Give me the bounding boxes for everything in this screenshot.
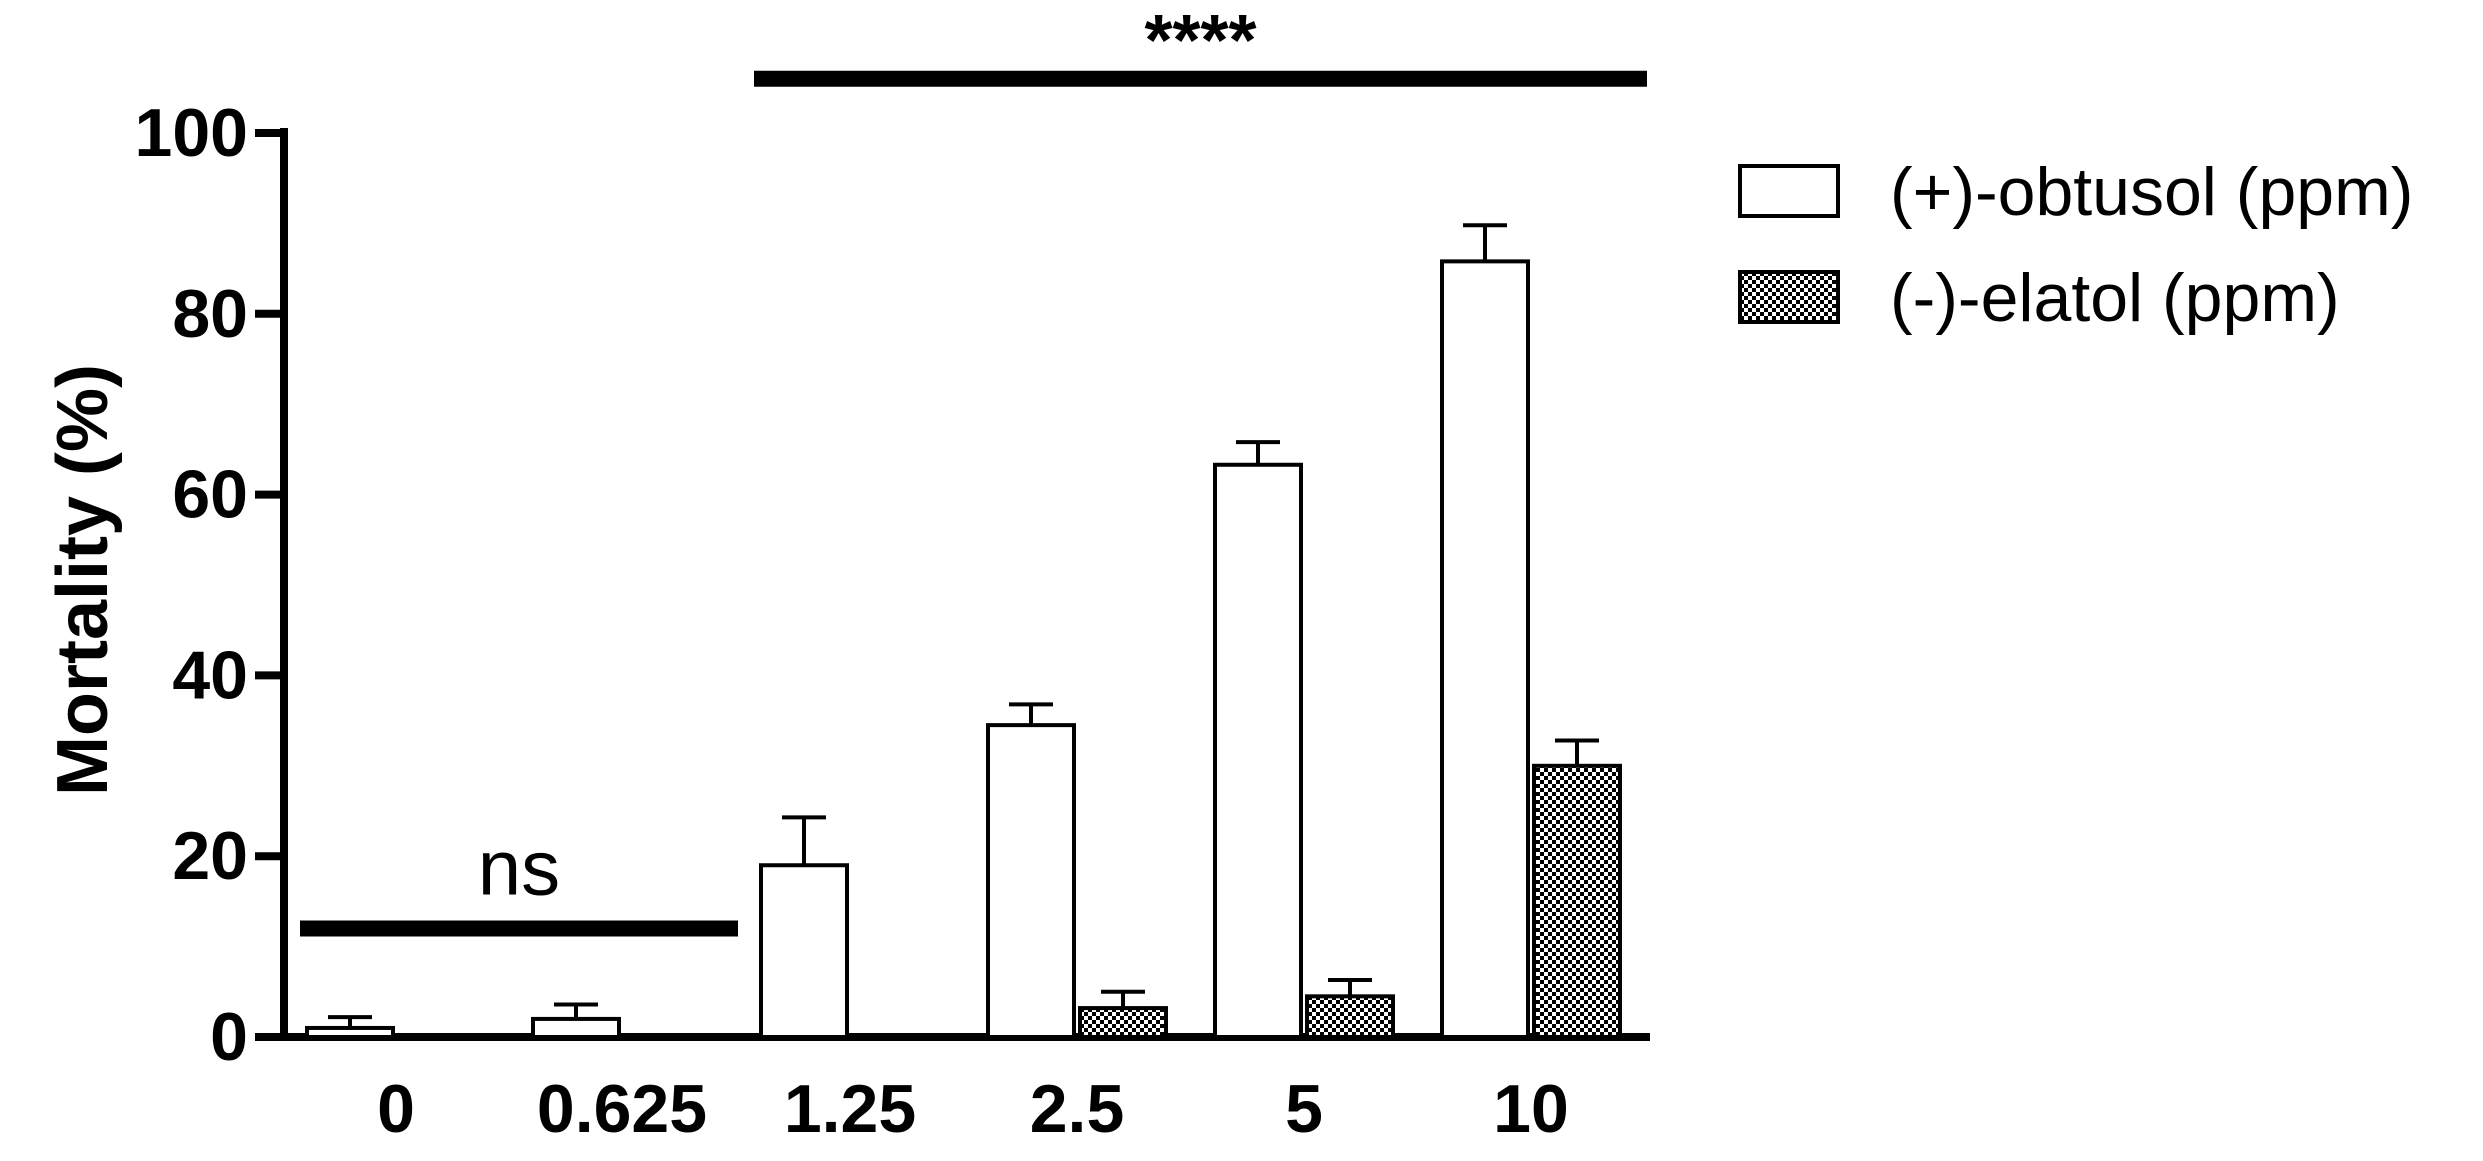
x-tick-label: 2.5 <box>1030 1071 1125 1147</box>
x-tick-label: 0.625 <box>537 1071 707 1147</box>
bars <box>305 223 1622 1040</box>
x-tick-label: 1.25 <box>784 1071 916 1147</box>
bar-obtusol <box>1440 259 1530 1040</box>
annotations: ns **** <box>300 1 1647 937</box>
bar-obtusol <box>1213 462 1303 1039</box>
y-tick-label: 100 <box>135 95 248 171</box>
y-ticks: 0 20 40 60 80 100 <box>135 95 284 1075</box>
legend: (+)-obtusol (ppm) (-)-elatol (ppm) <box>1738 154 2413 336</box>
y-tick-label: 60 <box>172 457 248 533</box>
y-tick-label: 80 <box>172 276 248 352</box>
bar-obtusol <box>531 1016 621 1039</box>
legend-item-obtusol: (+)-obtusol (ppm) <box>1738 154 2413 230</box>
bar-elatol <box>1078 1006 1168 1040</box>
y-axis-label: Mortality (%) <box>43 364 123 796</box>
legend-label-elatol: (-)-elatol (ppm) <box>1890 260 2340 336</box>
legend-item-elatol: (-)-elatol (ppm) <box>1738 260 2340 336</box>
bar-obtusol <box>305 1025 395 1039</box>
x-tick-label: 0 <box>377 1071 415 1147</box>
significance-label: **** <box>1144 1 1256 81</box>
y-tick-label: 40 <box>172 637 248 713</box>
bar-obtusol <box>986 723 1076 1039</box>
y-tick-label: 20 <box>172 818 248 894</box>
x-tick-label: 5 <box>1285 1071 1323 1147</box>
legend-label-obtusol: (+)-obtusol (ppm) <box>1890 154 2413 230</box>
legend-swatch-obtusol <box>1738 164 1840 218</box>
x-tick-label: 10 <box>1493 1071 1569 1147</box>
y-tick-label: 0 <box>210 999 248 1075</box>
bar-elatol <box>1305 994 1395 1040</box>
significance-label: ns <box>478 824 560 912</box>
bar-elatol <box>1532 763 1622 1039</box>
bar-obtusol <box>759 863 849 1039</box>
legend-swatch-elatol <box>1738 270 1840 324</box>
x-ticks: 0 0.625 1.25 2.5 5 10 <box>377 1071 1569 1147</box>
